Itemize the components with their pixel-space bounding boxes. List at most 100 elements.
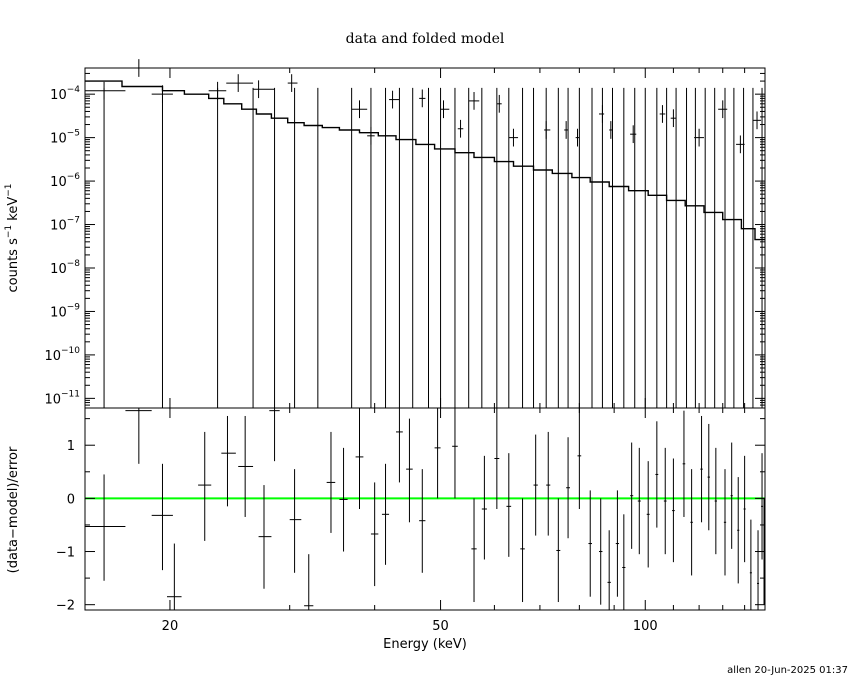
residual-point (520, 498, 525, 603)
residual-point (238, 415, 254, 517)
y-tick-exponent: −6 (67, 172, 81, 182)
residual-point (370, 482, 379, 587)
residual-point (682, 410, 686, 517)
y-tick-mantissa: 10 (50, 262, 67, 277)
bottom-panel-frame (84, 407, 766, 611)
y-tick-label: 10−10 (44, 346, 80, 364)
residual-point (615, 490, 620, 597)
data-point (367, 126, 375, 145)
y-tick-label: 10−4 (50, 85, 80, 103)
residual-point (707, 423, 710, 531)
top-y-axis-label-exp2: −1 (4, 183, 14, 196)
residual-point (556, 498, 561, 603)
residual-point (471, 498, 477, 603)
data-point (598, 105, 605, 123)
y-tick-label: 0 (67, 492, 75, 507)
data-point (575, 128, 580, 147)
data-point (609, 121, 613, 139)
residual-point (663, 447, 667, 555)
residual-point (690, 469, 693, 576)
residual-point (672, 458, 675, 563)
x-tick-label: 50 (432, 619, 449, 634)
residual-point (700, 415, 703, 523)
y-tick-exponent: −9 (67, 302, 81, 312)
data-point (468, 92, 480, 110)
residual-point (506, 453, 512, 557)
data-point (694, 128, 704, 147)
y-tick-exponent: −10 (61, 346, 80, 356)
residual-point (737, 477, 740, 584)
model-step-line (85, 80, 765, 241)
data-point (389, 90, 400, 109)
residual-point (714, 447, 718, 555)
residual-point (452, 408, 458, 499)
residual-point (743, 455, 746, 563)
data-point (564, 121, 569, 139)
residual-point (757, 530, 760, 610)
residual-point (125, 408, 152, 464)
bottom-panel: −2 −1 0 1 20 50 100 (56, 407, 766, 634)
residual-point (381, 463, 390, 565)
residual-point (577, 408, 582, 509)
y-tick-mantissa: 10 (50, 88, 67, 103)
residual-point (494, 408, 500, 509)
y-tick-label: 1 (67, 439, 75, 454)
data-point (659, 105, 666, 123)
top-y-axis-label: counts s−1 keV−1 (4, 183, 21, 292)
residual-point (258, 485, 272, 589)
residual-point (723, 469, 727, 576)
data-point (85, 81, 126, 100)
y-tick-label: 10−7 (50, 216, 80, 234)
residual-point (269, 408, 280, 462)
model-curve (85, 80, 765, 241)
residual-point (749, 519, 752, 610)
residual-point (761, 453, 764, 560)
residual-point (289, 469, 302, 573)
residual-point (166, 543, 182, 610)
data-point (736, 135, 745, 154)
residual-point (566, 437, 570, 539)
residual-point (151, 463, 173, 571)
data-point (419, 89, 426, 108)
footer-stamp: allen 20-Jun-2025 01:37 (727, 665, 848, 676)
y-tick-label: 10−9 (50, 302, 80, 320)
residual-point (304, 554, 314, 610)
residual-point (339, 447, 348, 552)
residual-point (396, 408, 403, 483)
bottom-axis-ticks: −2 −1 0 1 20 50 100 (56, 408, 766, 634)
y-tick-exponent: −5 (67, 129, 80, 139)
residual-point (622, 514, 626, 610)
bottom-y-axis-label: (data−model)/error (6, 446, 21, 573)
y-tick-label: 10−8 (50, 259, 80, 277)
y-tick-label: 10−5 (50, 129, 80, 147)
data-point (544, 121, 551, 139)
data-point (496, 94, 502, 113)
residual-point (646, 461, 650, 568)
chart-title: data and folded model (346, 31, 505, 47)
residual-point (481, 455, 487, 560)
y-tick-mantissa: 10 (44, 392, 61, 407)
y-tick-mantissa: 10 (50, 219, 67, 234)
residual-point (198, 431, 212, 541)
data-point (287, 74, 298, 92)
y-tick-mantissa: 10 (50, 132, 67, 147)
residual-point (607, 530, 611, 610)
data-point (253, 80, 275, 99)
residual-point (637, 447, 641, 555)
y-tick-exponent: −8 (67, 259, 81, 269)
top-y-axis-label-part2: keV (6, 197, 21, 225)
residual-point (730, 442, 733, 549)
x-tick-label: 100 (633, 619, 658, 634)
x-axis-label: Energy (keV) (383, 637, 467, 652)
residual-point (85, 474, 126, 581)
x-tick-label: 20 (162, 619, 179, 634)
top-y-axis-label-part1: counts s (6, 238, 21, 293)
top-panel-frame (84, 67, 766, 409)
y-tick-label: −2 (56, 599, 75, 614)
residual-point (355, 408, 364, 509)
y-tick-exponent: −7 (67, 216, 80, 226)
residual-point (434, 408, 441, 499)
